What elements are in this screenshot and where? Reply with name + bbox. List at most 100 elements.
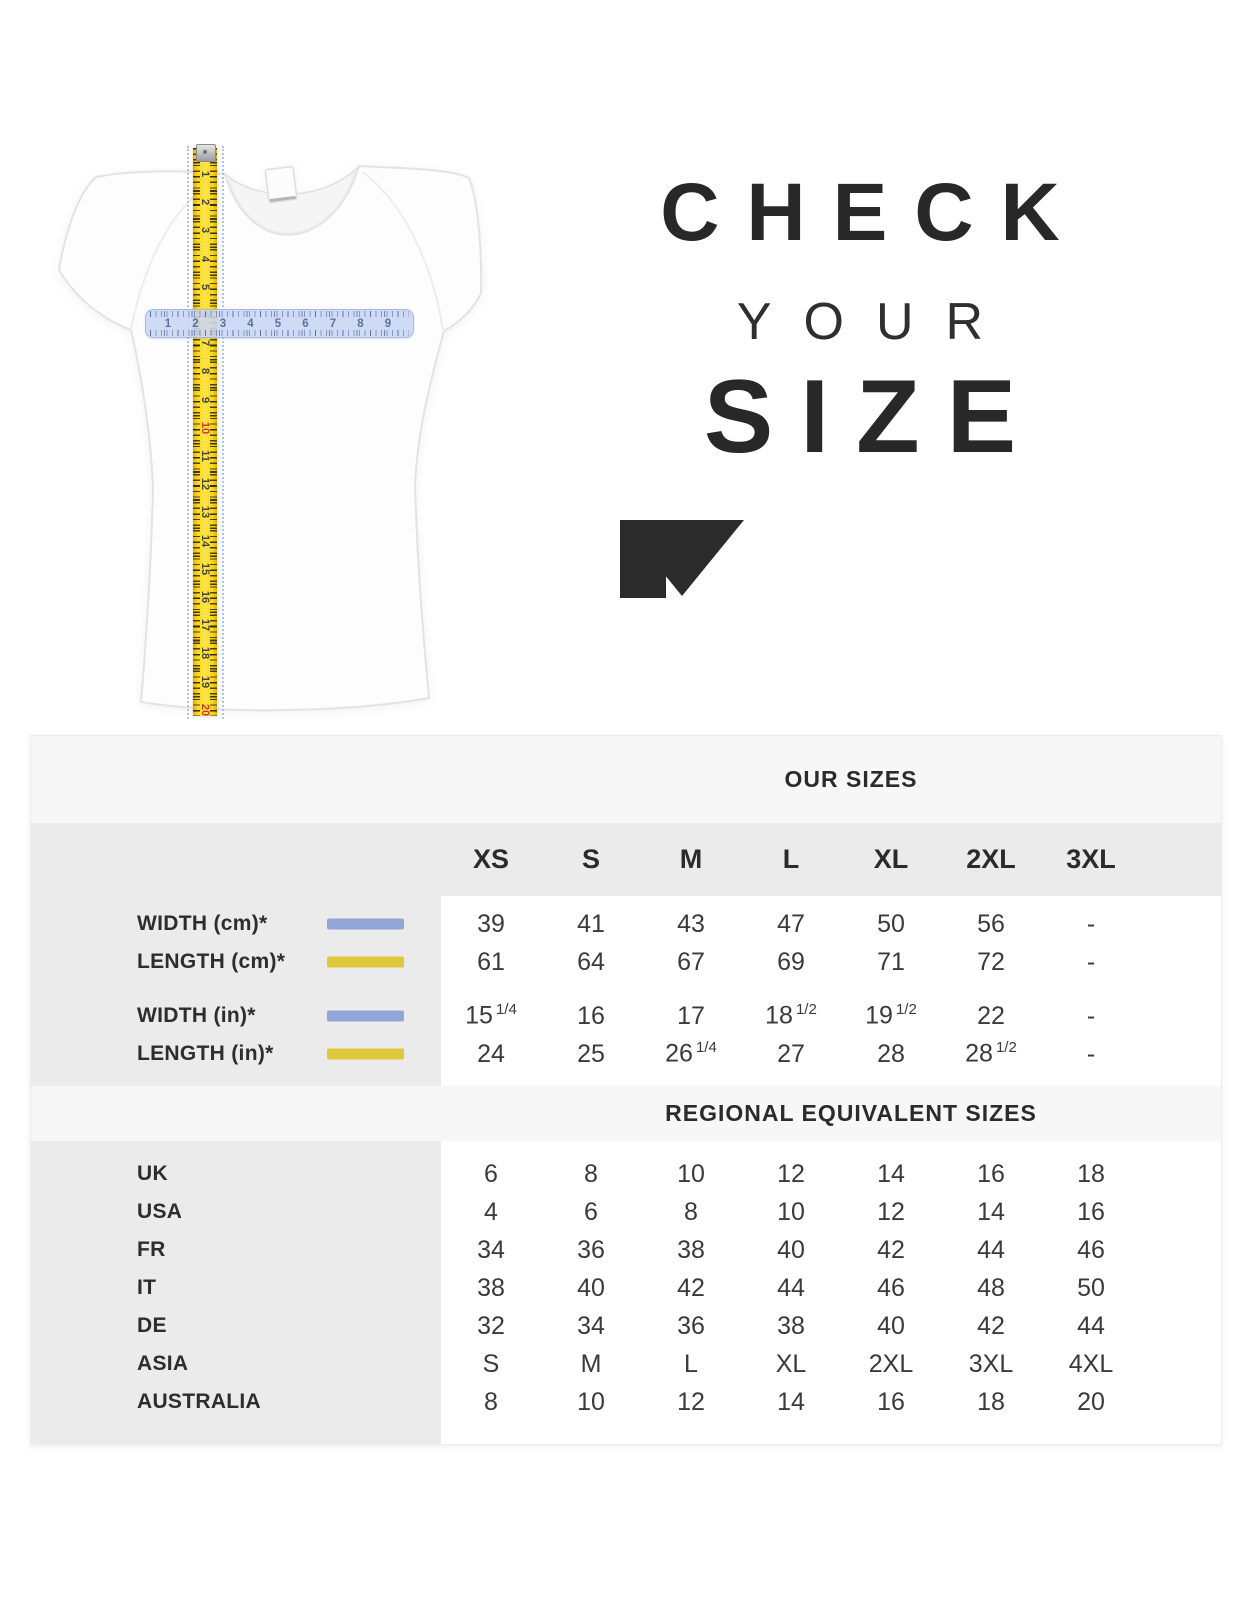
row-label: LENGTH (cm)* — [31, 950, 441, 974]
size-value: - — [1086, 947, 1096, 976]
legend-swatch — [327, 918, 404, 930]
ruler-number: 4 — [247, 317, 254, 330]
measurements-section: WIDTH (cm)* 39 41 43 47 50 56 - LENGTH (cm)* 61 64… — [31, 896, 1221, 1086]
ruler-number: 7 — [329, 317, 337, 330]
tape-number: 1 — [199, 170, 211, 178]
size-value: 38 — [777, 1311, 805, 1340]
tape-guide-line-left — [187, 146, 189, 719]
regional-header: REGIONAL EQUIVALENT SIZES — [665, 1100, 1037, 1126]
size-value: 6 — [484, 1159, 498, 1188]
table-row: ASIA S M L XL 2XL 3XL 4XL — [31, 1345, 1221, 1383]
size-value: 12 — [777, 1159, 805, 1188]
size-value: 38 — [677, 1235, 705, 1264]
size-value: - — [1086, 909, 1096, 938]
ruler-ticks-bottom — [150, 330, 409, 336]
size-value: 24 — [477, 1039, 505, 1068]
tshirt-graphic — [58, 165, 483, 712]
neck-tag — [264, 165, 298, 204]
row-label: UK — [31, 1162, 441, 1186]
ruler-number: 9 — [384, 317, 392, 330]
ruler-number: 6 — [302, 317, 309, 330]
size-value: - — [1086, 1001, 1096, 1030]
tape-ticks-right — [210, 148, 217, 716]
size-value: 6 — [584, 1197, 598, 1226]
size-value: 8 — [484, 1387, 498, 1416]
size-value: 72 — [977, 947, 1005, 976]
row-label-text: DE — [137, 1314, 167, 1337]
fraction: 1/2 — [995, 1039, 1017, 1057]
size-value: 14 — [977, 1197, 1005, 1226]
row-label-text: USA — [137, 1200, 183, 1223]
headline-check: CHECK — [660, 167, 1087, 258]
size-column-header: XL — [873, 844, 909, 874]
size-value: 32 — [477, 1311, 505, 1340]
size-column-header: M — [679, 844, 703, 874]
size-value: 67 — [677, 947, 705, 976]
size-value: 36 — [677, 1311, 705, 1340]
headline: CHECK YOUR SIZE — [620, 150, 1100, 710]
vertical-measuring-tape: 1234567891011121314151617181920 — [193, 144, 217, 716]
size-value: 18 1/2 — [765, 1001, 817, 1030]
size-value: 19 1/2 — [865, 1001, 917, 1030]
size-value: 8 — [684, 1197, 698, 1226]
size-column-header: L — [782, 844, 800, 874]
tape-number: 18 — [199, 647, 211, 660]
size-value: 15 1/4 — [465, 1001, 517, 1030]
size-value: 2XL — [868, 1349, 914, 1378]
row-label: ASIA — [31, 1352, 441, 1376]
size-value: 42 — [977, 1311, 1005, 1340]
size-value: 28 1/2 — [965, 1039, 1017, 1068]
size-value: 16 — [977, 1159, 1005, 1188]
table-row: UK 6 8 10 12 14 16 18 — [31, 1155, 1221, 1193]
row-label-text: LENGTH (in)* — [137, 1042, 274, 1065]
size-value: 18 — [1077, 1159, 1105, 1188]
row-label-text: LENGTH (cm)* — [137, 950, 286, 973]
size-value: 71 — [877, 947, 905, 976]
size-value: 41 — [577, 909, 605, 938]
size-value: 47 — [777, 909, 805, 938]
row-label: IT — [31, 1276, 441, 1300]
tape-number: 11 — [199, 450, 211, 462]
values-panel-background — [441, 1141, 1221, 1444]
size-value: 16 — [877, 1387, 905, 1416]
tape-number: 17 — [199, 619, 211, 632]
size-value: 22 — [977, 1001, 1005, 1030]
tape-number: 5 — [199, 283, 211, 290]
size-value: 40 — [877, 1311, 905, 1340]
size-value: 40 — [777, 1235, 805, 1264]
size-value: 16 — [1077, 1197, 1105, 1226]
size-value: 42 — [877, 1235, 905, 1264]
table-row: FR 34 36 38 40 42 44 46 — [31, 1231, 1221, 1269]
table-row: WIDTH (cm)* 39 41 43 47 50 56 - — [31, 905, 1221, 943]
size-value: 56 — [977, 909, 1005, 938]
size-value: 44 — [1077, 1311, 1105, 1340]
ruler-number: 5 — [274, 317, 282, 330]
tape-number: 19 — [199, 675, 211, 688]
table-row: LENGTH (in)* 24 25 26 1/4 27 28 28 1/2 - — [31, 1035, 1221, 1073]
size-column-header: 3XL — [1066, 844, 1116, 874]
row-label-text: WIDTH (cm)* — [137, 912, 268, 935]
size-chart-table: OUR SIZES XS S M L XL 2XL 3XL WIDTH (cm)* 39 41 4… — [30, 735, 1222, 1445]
size-value: 20 — [1077, 1387, 1105, 1416]
size-columns-row: XS S M L XL 2XL 3XL — [31, 823, 1221, 896]
row-label-text: AUSTRALIA — [137, 1390, 262, 1413]
row-label-text: IT — [137, 1276, 157, 1299]
size-value: 10 — [777, 1197, 805, 1226]
size-value: 10 — [577, 1387, 605, 1416]
size-value: 44 — [777, 1273, 805, 1302]
size-value: L — [684, 1349, 698, 1378]
row-label: WIDTH (cm)* — [31, 912, 441, 936]
fraction: 1/2 — [795, 1001, 817, 1019]
tshirt-illustration: 1234567891011121314151617181920 12345678… — [45, 138, 490, 723]
tape-number: 15 — [199, 562, 211, 575]
tape-number: 16 — [199, 590, 211, 604]
size-value: 16 — [577, 1001, 605, 1030]
size-value: 42 — [677, 1273, 705, 1302]
tape-number: 2 — [199, 199, 211, 206]
legend-swatch — [327, 956, 404, 968]
ruler-number: 2 — [192, 317, 199, 330]
horizontal-ruler: 1 2 3 4 5 6 7 8 9 — [145, 309, 414, 338]
size-column-header: 2XL — [966, 844, 1016, 874]
size-value: 69 — [777, 947, 805, 976]
size-value: 8 — [584, 1159, 598, 1188]
